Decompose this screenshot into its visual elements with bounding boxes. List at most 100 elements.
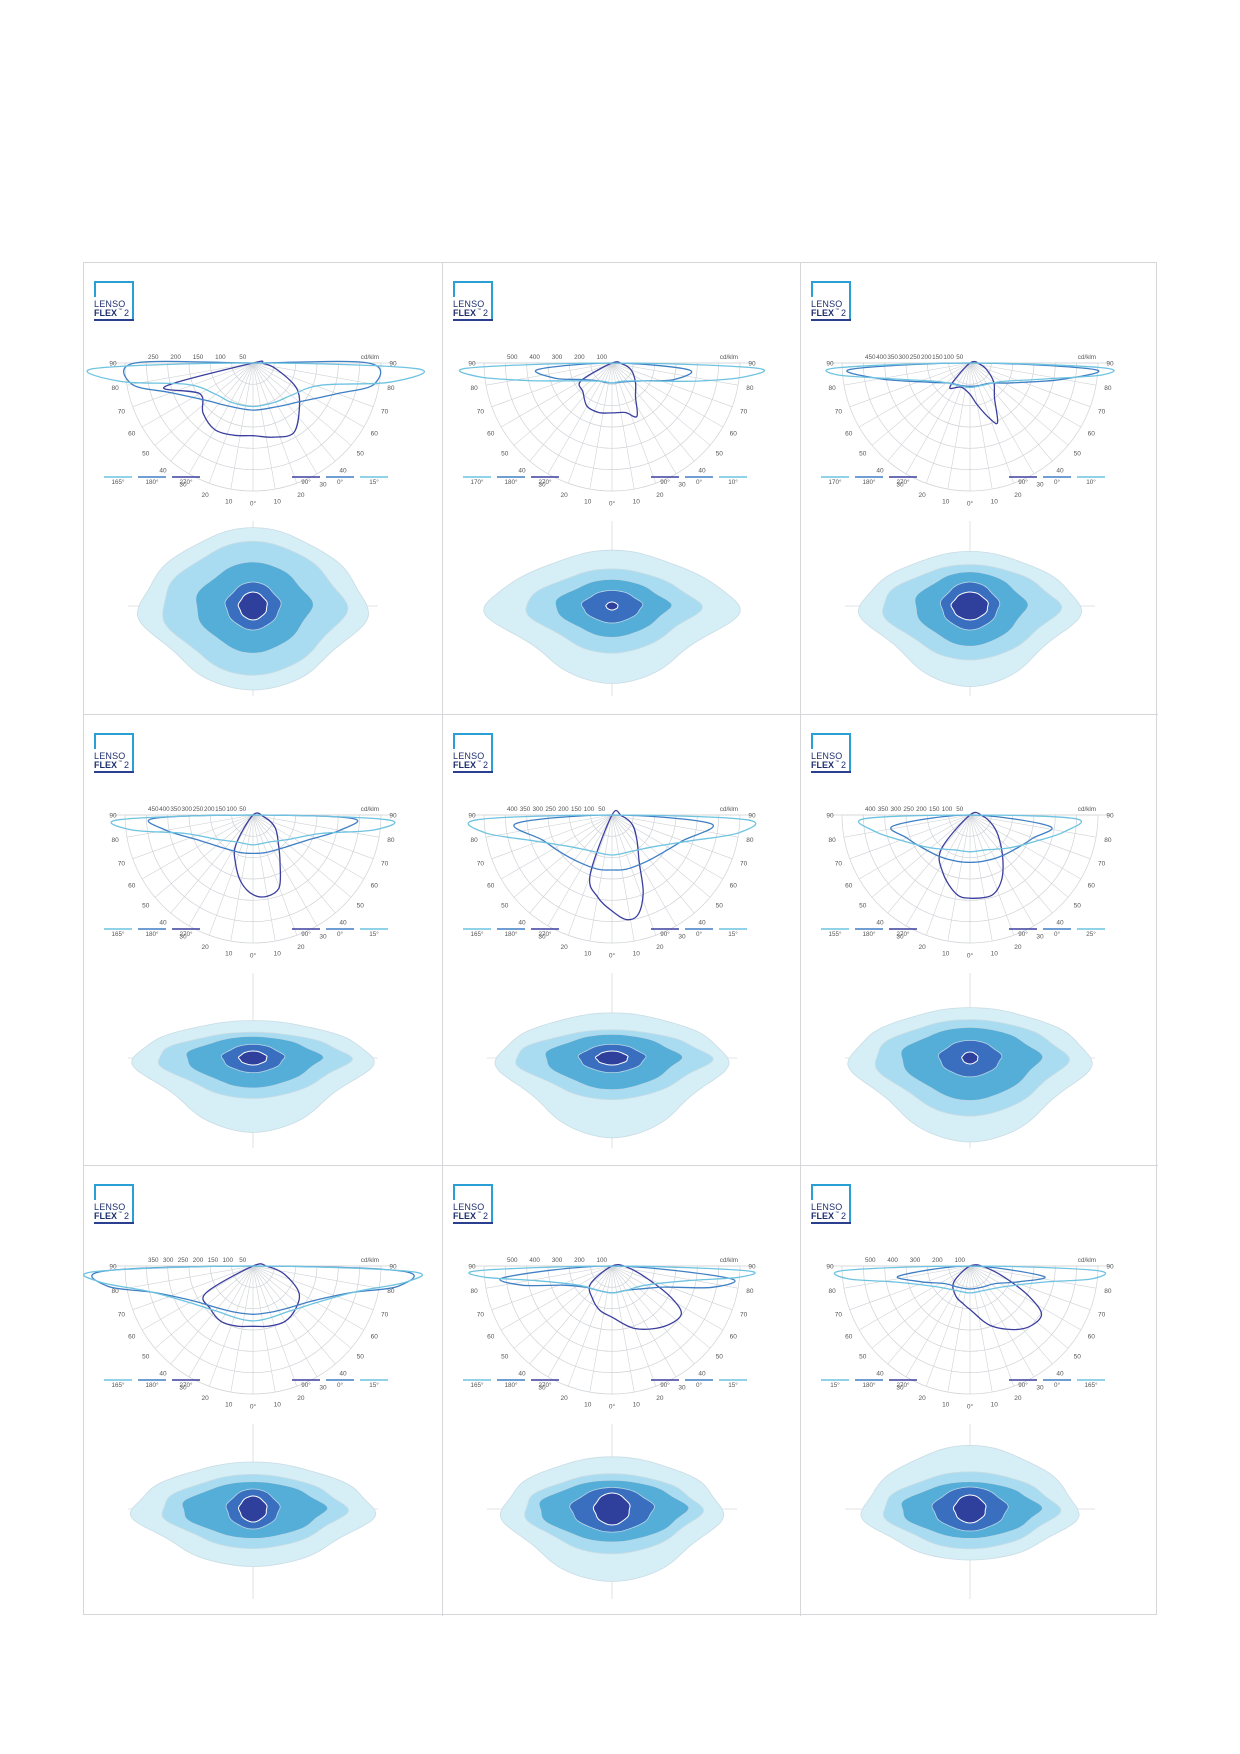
logo-frame-left: [453, 733, 455, 749]
legend-plane-label: 180°: [862, 1381, 876, 1389]
intensity-curve-3: [857, 814, 1083, 853]
polar-spoke: [969, 814, 1082, 880]
intensity-curve-2: [147, 814, 359, 855]
polar-spoke: [252, 814, 318, 927]
polar-spoke: [843, 1265, 971, 1289]
polar-spoke: [154, 362, 254, 446]
intensity-curve-1: [202, 1263, 301, 1328]
logo-frame: [94, 281, 134, 321]
legend-plane-label: 155°: [828, 930, 842, 938]
legend-plane-label: 0°: [1054, 1381, 1061, 1389]
polar-spoke: [969, 362, 1082, 428]
polar-spoke: [969, 1265, 1053, 1365]
polar-spoke: [905, 814, 971, 927]
logo-text-flex: FLEX: [94, 760, 118, 770]
angle-label: 30: [678, 482, 686, 489]
angle-label: 40: [1056, 1371, 1064, 1378]
polar-spoke: [252, 814, 374, 860]
angle-label: 20: [1014, 492, 1022, 499]
polar-spoke: [611, 814, 724, 880]
angle-label: 50: [142, 451, 150, 458]
intensity-curve-3: [83, 1265, 423, 1322]
polar-spoke: [611, 814, 711, 898]
unit-label: cd/klm: [1078, 806, 1096, 813]
isolux-contour-5: [238, 1050, 268, 1066]
angle-label: 10: [991, 498, 999, 505]
logo-frame: [811, 1184, 851, 1224]
polar-spoke: [925, 362, 971, 484]
intensity-curve-2: [896, 1265, 1046, 1290]
polar-spoke: [230, 362, 254, 490]
radial-value-label: 200: [558, 806, 569, 813]
intensity-curve-1: [949, 360, 999, 425]
polar-spoke: [905, 362, 971, 475]
polar-spoke: [969, 814, 1097, 838]
polar-spoke: [611, 1265, 677, 1378]
angle-label: 10: [991, 950, 999, 957]
angle-label: 50: [142, 1354, 150, 1361]
logo-trademark: ™: [477, 759, 481, 764]
polar-spoke: [208, 1265, 254, 1387]
photometric-cell-5: LENSO FLEX ™ 2 90 80 70 60 50 40 30 20 10 0° 10 20 30 40 5…: [442, 714, 800, 1165]
angle-label: 40: [1056, 920, 1064, 927]
angle-label: 80: [746, 837, 754, 844]
radial-value-label: 350: [520, 806, 531, 813]
intensity-curve-1: [952, 1264, 1043, 1331]
radial-value-label: 200: [204, 806, 215, 813]
polar-spoke: [170, 1265, 254, 1365]
radial-value-label: 350: [878, 806, 889, 813]
polar-spoke: [969, 1265, 1069, 1349]
polar-diagram: 90 80 70 60 50 40 30 20 10 0° 10 20 30 40 50 60 70 80 90 35…: [83, 1257, 423, 1411]
logo-trademark: ™: [118, 307, 122, 312]
angle-label: 30: [896, 1385, 904, 1392]
logo-frame-bottom: [453, 1222, 493, 1224]
polar-spoke: [849, 814, 971, 860]
radial-value-label: 400: [529, 1257, 540, 1264]
angle-label: 50: [716, 1354, 724, 1361]
photometric-cell-1: LENSO FLEX ™ 2 90 80 70 60 50 40 30 20 10 0° 10 20 30 40 5…: [84, 263, 442, 714]
angle-label: 20: [560, 944, 568, 951]
isolux-contour-5: [592, 1492, 631, 1526]
angle-label: 30: [319, 482, 327, 489]
logo-frame: [94, 733, 134, 773]
intensity-curve-1: [938, 811, 1004, 899]
radial-value-label: 200: [193, 1257, 204, 1264]
angle-label: 40: [159, 1371, 167, 1378]
angle-label: 80: [746, 385, 754, 392]
legend-plane-label: 90°: [301, 1381, 311, 1389]
isolux-contour-5: [950, 591, 989, 621]
radial-value-label: 250: [193, 806, 204, 813]
logo-text-flex: FLEX: [453, 760, 477, 770]
polar-spoke: [611, 814, 657, 936]
angle-label: 80: [1104, 1288, 1112, 1295]
angle-label: 30: [896, 482, 904, 489]
intensity-curve-2: [513, 814, 714, 871]
lensoflex-logo: LENSO FLEX ™ 2: [94, 281, 136, 321]
angle-label: 30: [538, 934, 546, 941]
logo-number: 2: [483, 760, 489, 770]
angle-label: 20: [297, 944, 305, 951]
logo-frame-bottom: [811, 771, 851, 773]
polar-spoke: [611, 362, 724, 428]
unit-label: cd/klm: [720, 354, 738, 361]
logo-text-lenso: LENSO: [453, 1202, 485, 1212]
polar-spoke: [252, 814, 352, 898]
polar-spoke: [611, 1265, 657, 1387]
logo-text-flex: FLEX: [811, 1211, 835, 1221]
intensity-curve-3: [86, 362, 426, 408]
polar-spoke: [252, 814, 336, 914]
polar-spoke: [188, 362, 254, 475]
angle-label: 30: [896, 934, 904, 941]
polar-spoke: [589, 362, 613, 490]
polar-spoke: [208, 362, 254, 484]
radial-value-label: 300: [910, 1257, 921, 1264]
logo-number: 2: [483, 308, 489, 318]
legend-plane-label: 270°: [538, 478, 552, 486]
angle-label: 10: [274, 1401, 282, 1408]
angle-label: 40: [339, 920, 347, 927]
photometric-cell-4: LENSO FLEX ™ 2 90 80 70 60 50 40 30 20 10 0° 10 20 30 40 5…: [84, 714, 442, 1165]
polar-spoke: [969, 362, 1015, 484]
radial-value-label: 100: [597, 354, 608, 361]
angle-label: 10: [225, 498, 233, 505]
polar-spoke: [170, 362, 254, 462]
